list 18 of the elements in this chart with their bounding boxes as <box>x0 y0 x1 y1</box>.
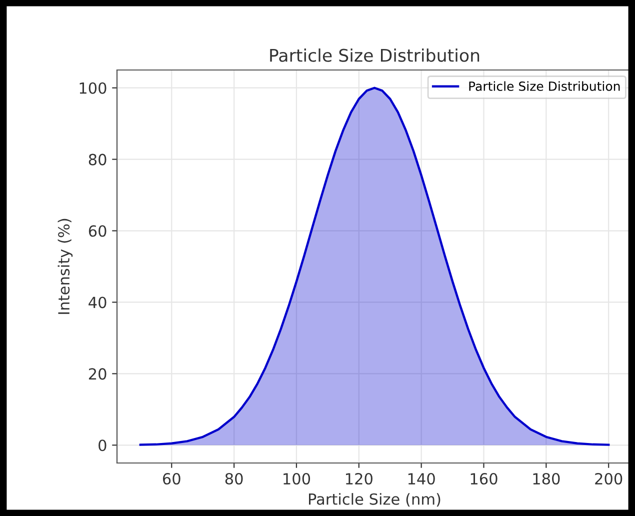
y-tick-label: 60 <box>88 225 106 237</box>
x-tick-label: 160 <box>470 472 498 485</box>
x-tick-label: 120 <box>346 472 372 485</box>
y-tick-label: 0 <box>98 440 106 452</box>
x-tick-label: 200 <box>595 472 622 485</box>
legend-label: Particle Size Distribution <box>469 81 620 91</box>
y-tick-label: 100 <box>80 82 106 94</box>
y-tick-label: 80 <box>88 154 106 166</box>
x-axis-title: Particle Size (nm) <box>308 493 440 507</box>
x-tick-label: 100 <box>284 472 310 485</box>
x-tick-label: 80 <box>225 472 243 485</box>
chart-title: Particle Size Distribution <box>270 48 480 62</box>
x-tick-label: 180 <box>533 472 560 485</box>
x-tick-label: 60 <box>162 472 180 485</box>
y-axis-title: Intensity (%) <box>58 218 73 314</box>
y-tick-label: 20 <box>88 368 106 380</box>
y-tick-label: 40 <box>88 296 106 308</box>
x-tick-label: 140 <box>408 472 435 485</box>
